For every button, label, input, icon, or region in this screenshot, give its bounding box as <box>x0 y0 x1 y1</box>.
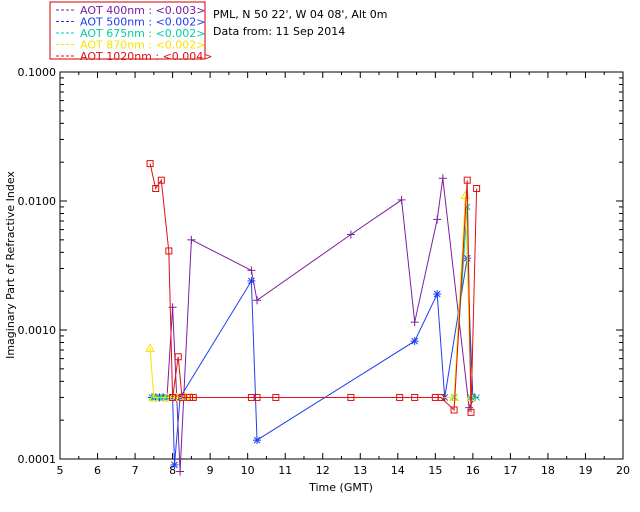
data-point <box>433 290 442 299</box>
x-tick-label: 20 <box>616 464 630 477</box>
data-point <box>346 230 355 239</box>
x-tick-label: 5 <box>57 464 64 477</box>
data-point <box>467 408 475 416</box>
x-tick-label: 15 <box>428 464 442 477</box>
legend-label: AOT 870nm : <0.002> <box>80 39 206 52</box>
y-axis-title: Imaginary Part of Refractive Index <box>4 171 17 359</box>
data-point <box>253 436 262 445</box>
data-point <box>189 393 197 401</box>
data-point <box>145 343 155 352</box>
data-point <box>438 174 447 183</box>
y-tick-label: 0.1000 <box>18 66 57 79</box>
x-tick-label: 12 <box>316 464 330 477</box>
data-point <box>272 393 280 401</box>
data-point <box>411 393 419 401</box>
axis-ticks: 5 6 7 8 9 10 11 12 13 14 15 16 17 18 19 20 0.0001 0.0010 0… <box>18 66 631 477</box>
series-1 <box>147 174 479 476</box>
x-tick-label: 14 <box>391 464 405 477</box>
x-tick-label: 19 <box>578 464 592 477</box>
data-point <box>165 247 173 255</box>
data-point <box>162 392 172 401</box>
x-tick-label: 11 <box>278 464 292 477</box>
data-point <box>180 392 191 401</box>
series-line <box>152 206 477 398</box>
data-point <box>170 460 179 469</box>
legend-label: AOT 400nm : <0.003> <box>80 4 206 17</box>
data-point <box>450 406 458 414</box>
data-point <box>146 160 154 168</box>
series-line <box>152 258 474 465</box>
legend-label: AOT 500nm : <0.002> <box>80 16 206 29</box>
data-point <box>449 392 459 401</box>
data-point <box>187 235 196 244</box>
data-point <box>397 195 406 204</box>
data-point <box>178 393 186 401</box>
date-label: Data from: 11 Sep 2014 <box>213 25 345 38</box>
data-point <box>253 296 262 305</box>
data-point <box>176 467 185 476</box>
data-point <box>410 318 419 327</box>
x-tick-label: 13 <box>353 464 367 477</box>
data-point <box>174 353 182 361</box>
data-point <box>473 184 481 192</box>
x-tick-label: 7 <box>132 464 139 477</box>
data-point <box>185 393 193 401</box>
data-point <box>437 393 445 401</box>
x-tick-label: 8 <box>169 464 176 477</box>
data-point <box>347 393 355 401</box>
series-3 <box>148 203 480 401</box>
series-line <box>152 178 476 472</box>
data-point <box>157 176 165 184</box>
legend: AOT 400nm : <0.003>AOT 500nm : <0.002>AO… <box>49 1 213 63</box>
legend-label: AOT 675nm : <0.002> <box>80 27 206 40</box>
data-point <box>410 337 419 346</box>
legend-box <box>49 1 206 60</box>
data-point <box>396 393 404 401</box>
data-point <box>247 276 256 285</box>
series-4 <box>145 190 476 401</box>
series-line <box>149 163 478 413</box>
plot-frame <box>59 71 624 460</box>
series-line <box>149 195 472 398</box>
data-point <box>463 176 471 184</box>
x-tick-label: 18 <box>541 464 555 477</box>
x-axis-title: Time (GMT) <box>308 481 373 494</box>
data-point <box>253 393 261 401</box>
y-tick-label: 0.0100 <box>18 195 57 208</box>
series-layer <box>145 160 481 476</box>
x-tick-label: 16 <box>466 464 480 477</box>
x-tick-label: 17 <box>503 464 517 477</box>
data-point <box>169 393 177 401</box>
x-tick-label: 10 <box>241 464 255 477</box>
data-point <box>247 266 256 275</box>
y-tick-label: 0.0010 <box>18 324 57 337</box>
data-point <box>148 392 159 401</box>
data-point <box>433 215 442 224</box>
site-label: PML, N 50 22', W 04 08', Alt 0m <box>213 8 387 21</box>
x-tick-label: 6 <box>94 464 101 477</box>
x-tick-label: 9 <box>207 464 214 477</box>
data-point <box>465 403 474 412</box>
series-5 <box>146 160 481 416</box>
series-2 <box>147 254 477 469</box>
y-tick-label: 0.0001 <box>18 453 57 466</box>
legend-label: AOT 1020nm : <0.004> <box>80 50 213 63</box>
data-point <box>152 184 160 192</box>
